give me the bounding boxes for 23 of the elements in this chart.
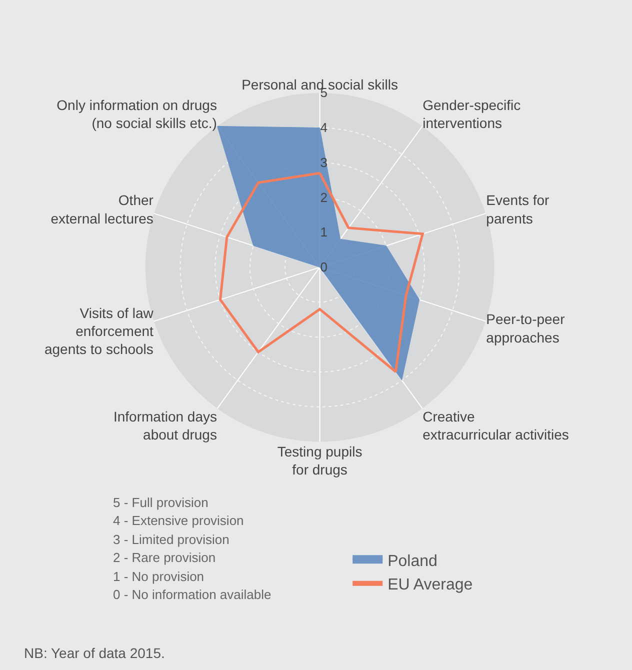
spoke-label: Visits of law enforcement agents to schools: [44, 304, 154, 358]
spoke-label: Gender-specific interventions: [422, 96, 521, 132]
text: 4 - Extensive provision: [113, 513, 244, 528]
text: NB: Year of data 2015.: [24, 645, 165, 661]
text: 0 - No information available: [113, 587, 272, 602]
text: 3 - Limited provision: [113, 532, 230, 547]
legend-label: EU Average: [388, 576, 473, 594]
spoke-label: Information days about drugs: [113, 408, 217, 443]
legend-label: Poland: [388, 552, 438, 570]
text: 2 - Rare provision: [113, 550, 216, 565]
spoke-label: Creative extracurricular activities: [422, 408, 569, 443]
y-tick-label: 3: [320, 154, 328, 170]
y-tick-label: 2: [320, 190, 328, 205]
text: 5 - Full provision: [113, 495, 208, 510]
spoke-label: Peer-to-peer approaches: [486, 311, 566, 346]
y-tick-label: 0: [320, 260, 328, 275]
spoke-label: Only information on drugs (no social skills etc.): [56, 96, 217, 132]
text: 1 - No provision: [113, 569, 204, 584]
spoke-label: Testing pupils for drugs: [277, 443, 362, 478]
spoke-label: Events for parents: [486, 192, 550, 226]
spoke-label: Other external lectures: [50, 192, 154, 226]
y-tick-label: 4: [320, 120, 328, 136]
y-tick-label: 1: [320, 224, 328, 240]
